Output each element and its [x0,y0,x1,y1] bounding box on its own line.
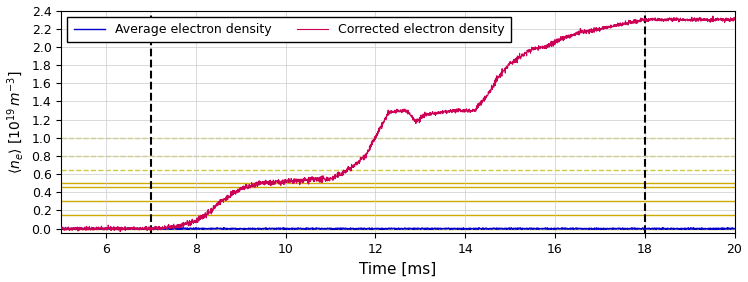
Corrected electron density [342,167,351,171]
Average electron density [717,226,726,230]
Corrected electron density [730,17,739,21]
Corrected electron density [64,227,73,231]
X-axis label: Time [ms]: Time [ms] [359,261,437,276]
Corrected electron density [57,226,66,230]
Average electron density [219,226,228,230]
Average electron density [134,226,143,230]
Line: Corrected electron density: Corrected electron density [61,16,735,232]
Average electron density [57,227,66,230]
Y-axis label: $\langle n_e \rangle$ [$10^{19}\,m^{-3}$]: $\langle n_e \rangle$ [$10^{19}\,m^{-3}$… [5,70,26,174]
Corrected electron density [60,228,69,231]
Legend: Average electron density, Corrected electron density: Average electron density, Corrected elec… [67,17,511,42]
Average electron density [458,228,467,231]
Average electron density [174,226,183,230]
Average electron density [645,226,654,230]
Average electron density [344,227,353,231]
Average electron density [730,227,739,230]
Corrected electron density [136,227,145,230]
Corrected electron density [571,34,580,38]
Corrected electron density [116,230,125,233]
Line: Average electron density: Average electron density [61,228,735,230]
Corrected electron density [524,49,533,52]
Average electron density [315,227,324,230]
Corrected electron density [708,14,717,18]
